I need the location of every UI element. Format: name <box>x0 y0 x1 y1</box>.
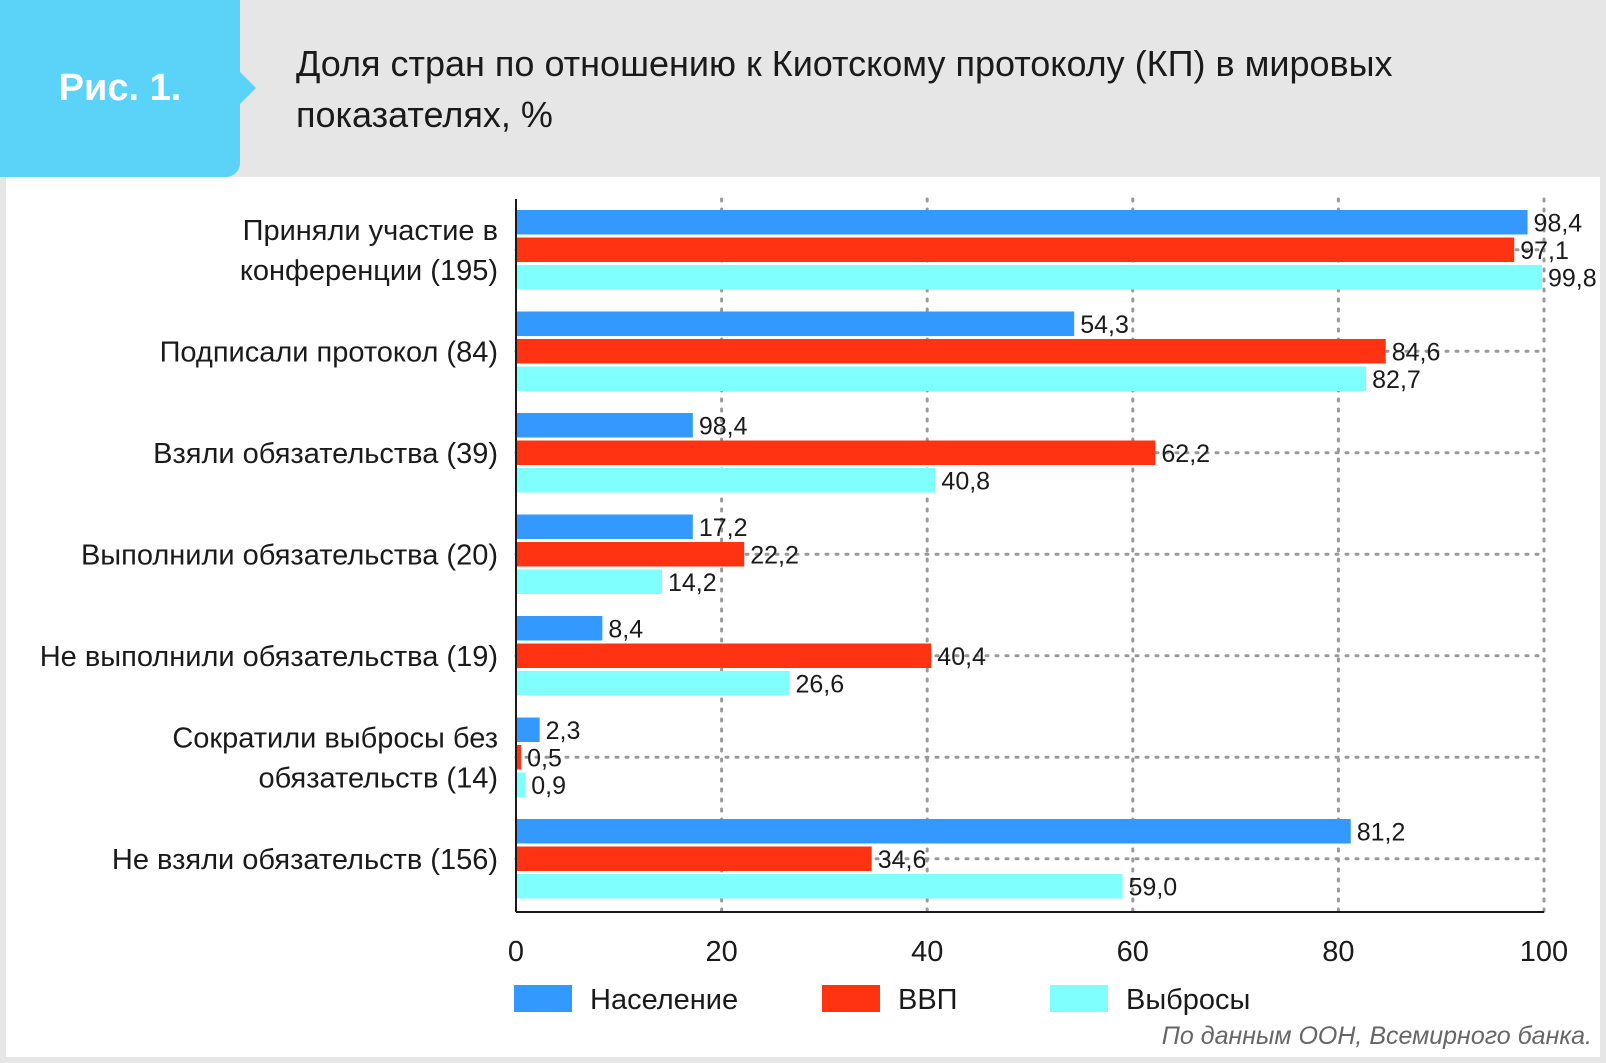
value-label: 98,4 <box>1534 209 1583 237</box>
x-tick-label: 100 <box>1520 936 1568 968</box>
value-label: 82,7 <box>1372 366 1421 394</box>
category-label: Взяли обязательства (39) <box>153 438 498 470</box>
bar <box>516 671 790 696</box>
legend-swatch <box>514 985 572 1012</box>
bar <box>516 772 526 797</box>
bar <box>516 237 1515 262</box>
value-label: 81,2 <box>1357 818 1406 846</box>
bar <box>516 542 745 567</box>
x-tick-label: 0 <box>508 936 524 968</box>
x-tick-label: 20 <box>705 936 737 968</box>
category-label: конференции (195) <box>240 255 498 287</box>
x-tick-label: 60 <box>1117 936 1149 968</box>
value-label: 0,9 <box>531 772 566 800</box>
legend-label: Население <box>590 984 738 1016</box>
value-label: 2,3 <box>546 717 581 745</box>
bar <box>516 846 872 871</box>
frame-bottom <box>0 1057 1606 1063</box>
value-label: 97,1 <box>1520 237 1569 265</box>
bar <box>516 265 1542 290</box>
value-label: 14,2 <box>668 569 717 597</box>
category-label: Выполнили обязательства (20) <box>81 539 498 571</box>
bar-chart: 98,497,199,854,384,682,798,462,240,817,2… <box>40 197 1597 1016</box>
bar <box>516 210 1528 235</box>
category-label: Не выполнили обязательства (19) <box>40 641 498 673</box>
bar <box>516 339 1386 364</box>
bar <box>516 366 1367 391</box>
bar <box>516 413 693 438</box>
value-label: 22,2 <box>750 541 799 569</box>
bar <box>516 874 1123 899</box>
chart-title: Доля стран по отношению к Киотскому прот… <box>296 43 1393 135</box>
value-label: 17,2 <box>699 514 748 542</box>
bar <box>516 311 1075 336</box>
figure-badge <box>0 0 256 177</box>
category-label: Подписали протокол (84) <box>160 336 498 368</box>
legend-swatch <box>822 985 880 1012</box>
value-label: 59,0 <box>1129 873 1178 901</box>
bar <box>516 819 1351 844</box>
value-label: 62,2 <box>1161 440 1210 468</box>
frame-left <box>0 177 6 1063</box>
value-label: 99,8 <box>1548 264 1597 292</box>
frame-right <box>1600 177 1606 1063</box>
bar <box>516 468 936 493</box>
value-label: 26,6 <box>795 670 844 698</box>
bar <box>516 643 932 668</box>
category-label: Приняли участие в <box>243 215 498 247</box>
category-label: Не взяли обязательств (156) <box>112 844 498 876</box>
value-label: 8,4 <box>608 615 643 643</box>
bar <box>516 569 662 594</box>
category-label: обязательств (14) <box>258 762 498 794</box>
x-tick-label: 80 <box>1322 936 1354 968</box>
figure-number: Рис. 1. <box>58 67 182 109</box>
bar <box>516 440 1156 465</box>
value-label: 40,8 <box>941 467 990 495</box>
value-label: 0,5 <box>527 744 562 772</box>
source-note: По данным ООН, Всемирного банка. <box>1161 1022 1592 1050</box>
bar <box>516 514 693 539</box>
legend-label: Выбросы <box>1126 984 1250 1016</box>
bar <box>516 745 522 770</box>
bar <box>516 616 603 641</box>
value-label: 34,6 <box>878 846 927 874</box>
value-label: 84,6 <box>1392 338 1441 366</box>
legend-swatch <box>1050 985 1108 1012</box>
x-tick-label: 40 <box>911 936 943 968</box>
legend-label: ВВП <box>898 984 958 1016</box>
category-label: Сократили выбросы без <box>172 722 498 754</box>
value-label: 40,4 <box>937 643 986 671</box>
value-label: 98,4 <box>699 412 748 440</box>
chart-header: Рис. 1. Доля стран по отношению к Киотск… <box>0 0 1606 177</box>
value-label: 54,3 <box>1080 311 1129 339</box>
bar <box>516 717 540 742</box>
